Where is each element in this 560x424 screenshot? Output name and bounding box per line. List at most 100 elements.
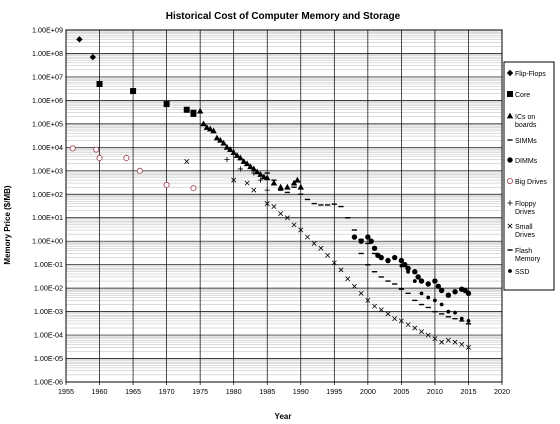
dimms-point bbox=[418, 278, 425, 284]
dimms-point bbox=[445, 292, 452, 298]
ssd-point bbox=[453, 310, 457, 315]
floppy-drives-point bbox=[251, 170, 257, 176]
x-tick-label: 2000 bbox=[360, 387, 376, 396]
dimms-point bbox=[435, 283, 441, 289]
x-tick-label: 2020 bbox=[494, 387, 510, 396]
ics-on-boards-point bbox=[217, 136, 224, 143]
y-tick-label: 1.00E-06 bbox=[34, 378, 63, 387]
y-tick-label: 1.00E+01 bbox=[32, 213, 63, 222]
x-tick-label: 2010 bbox=[427, 387, 443, 396]
legend-label-ics-on-boards: ICs on bbox=[515, 114, 535, 121]
ssd-point bbox=[446, 309, 451, 314]
x-tick-label: 1975 bbox=[192, 387, 208, 396]
ics-on-boards-point bbox=[237, 154, 244, 161]
dimms-point bbox=[351, 234, 358, 240]
y-tick-label: 1.00E+05 bbox=[32, 119, 63, 128]
legend-label-flash-memory: Flash bbox=[515, 248, 532, 255]
ics-on-boards-point bbox=[227, 146, 234, 153]
small-drives-point bbox=[271, 204, 277, 210]
ssd-point bbox=[466, 319, 471, 323]
plot-area bbox=[66, 30, 502, 382]
y-tick-label: 1.00E-04 bbox=[34, 331, 63, 340]
small-drives-point bbox=[331, 260, 337, 266]
dimms-point bbox=[371, 245, 378, 251]
floppy-drives-point bbox=[257, 177, 264, 183]
core-point bbox=[130, 88, 137, 95]
ssd-point bbox=[399, 263, 404, 268]
ssd-point bbox=[392, 255, 397, 260]
legend-box bbox=[503, 61, 555, 291]
core-point bbox=[163, 101, 170, 108]
grid bbox=[65, 29, 503, 383]
chart-title: Historical Cost of Computer Memory and S… bbox=[166, 11, 401, 22]
small-drives-point bbox=[231, 177, 237, 183]
y-tick-label: 1.00E+00 bbox=[32, 237, 63, 246]
x-tick-label: 1970 bbox=[159, 387, 175, 396]
legend-label-core: Core bbox=[515, 92, 530, 99]
x-tick-label: 1955 bbox=[58, 387, 74, 396]
small-drives-point bbox=[318, 245, 324, 251]
small-drives-point bbox=[439, 339, 445, 345]
big-drives-point bbox=[69, 145, 76, 152]
flip-flops-point bbox=[76, 36, 83, 43]
legend-marker-core bbox=[507, 91, 513, 97]
small-drives-point bbox=[432, 336, 438, 342]
big-drives-point bbox=[93, 146, 100, 153]
legend-label-floppy-drives: Drives bbox=[515, 209, 535, 216]
dimms-point bbox=[432, 278, 438, 284]
small-drives-point bbox=[385, 311, 391, 317]
y-tick-label: 1.00E-03 bbox=[34, 307, 63, 316]
flip-flops-point bbox=[89, 53, 97, 61]
core-point bbox=[96, 80, 103, 87]
plot-frame bbox=[65, 29, 503, 383]
ics-on-boards-point bbox=[223, 143, 231, 150]
legend-label-floppy-drives: Floppy bbox=[515, 201, 537, 208]
ics-on-boards-point bbox=[294, 176, 301, 183]
small-drives-point bbox=[419, 329, 424, 335]
big-drives-point bbox=[190, 185, 197, 192]
legend-label-big-drives: Big Drives bbox=[515, 179, 547, 186]
ics-on-boards-point bbox=[230, 149, 237, 155]
x-tick-label: 2005 bbox=[393, 387, 409, 396]
small-drives-point bbox=[345, 276, 351, 282]
small-drives-point bbox=[251, 187, 257, 193]
ics-on-boards-point bbox=[247, 163, 254, 170]
small-drives-point bbox=[264, 201, 270, 207]
small-drives-point bbox=[459, 341, 465, 347]
y-tick-label: 1.00E+02 bbox=[32, 190, 63, 199]
y-tick-label: 1.00E-05 bbox=[34, 354, 63, 363]
x-tick-label: 1965 bbox=[125, 387, 141, 396]
ics-on-boards-point bbox=[190, 111, 197, 117]
dimms-point bbox=[452, 289, 458, 295]
small-drives-point bbox=[378, 307, 384, 313]
small-drives-point bbox=[465, 344, 471, 350]
y-tick-label: 1.00E+07 bbox=[32, 72, 63, 81]
ics-on-boards-point bbox=[277, 183, 284, 190]
ics-on-boards-point bbox=[250, 165, 258, 172]
legend-label-flip-flops: Flip-Flops bbox=[515, 71, 546, 78]
legend-label-ics-on-boards: boards bbox=[515, 122, 537, 129]
small-drives-point bbox=[445, 337, 451, 343]
ics-on-boards-point bbox=[284, 183, 291, 190]
dimms-point bbox=[412, 269, 418, 275]
ics-on-boards-point bbox=[240, 158, 247, 164]
small-drives-point bbox=[365, 297, 371, 303]
ssd-point bbox=[412, 279, 417, 283]
small-drives-point bbox=[291, 222, 297, 228]
x-tick-label: 1990 bbox=[293, 387, 309, 396]
ics-on-boards-point bbox=[196, 107, 204, 114]
small-drives-point bbox=[304, 234, 310, 240]
x-tick-label: 1995 bbox=[326, 387, 342, 396]
legend-label-small-drives: Drives bbox=[515, 232, 535, 239]
small-drives-point bbox=[278, 211, 284, 217]
small-drives-point bbox=[298, 227, 304, 233]
small-drives-point bbox=[398, 318, 404, 324]
x-tick-label: 1960 bbox=[92, 387, 108, 396]
ssd-point bbox=[426, 295, 431, 300]
ics-on-boards-point bbox=[270, 179, 278, 186]
dimms-point bbox=[405, 265, 411, 272]
ics-on-boards-point bbox=[264, 174, 271, 181]
y-axis-title: Memory Price ($/MB) bbox=[3, 185, 12, 264]
ics-on-boards-point bbox=[203, 124, 211, 130]
